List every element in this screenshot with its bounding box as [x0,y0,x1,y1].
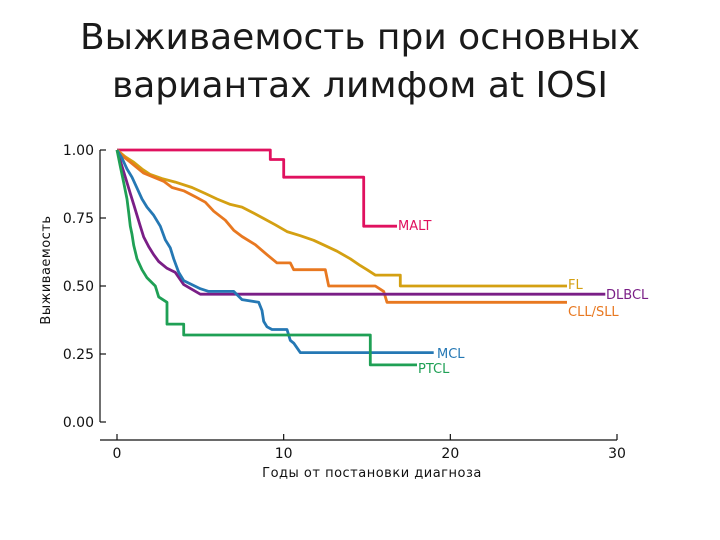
series-line-dlbcl [115,149,606,296]
series-line-ptcl [115,149,417,367]
x-tick-label: 0 [113,446,122,462]
series-label-cll-sll: CLL/SLL [568,305,619,320]
axes: 0.00 0.25 0.50 0.75 1.00 0 10 20 30 Годы от поста… [39,143,626,481]
y-axis-title: Выживаемость [39,215,54,324]
x-tick-label: 30 [608,446,626,462]
series-line-cll-sll [116,149,567,304]
series-label-malt: MALT [398,219,432,234]
series-line-malt [117,148,397,228]
series-group [115,148,606,367]
series-label-fl: FL [568,278,583,293]
chart-title-line2: вариантах лимфом at IOSI [112,65,608,106]
series-label-mcl: MCL [437,347,465,362]
x-axis-title: Годы от постановки диагноза [262,466,482,481]
y-tick-label: 0.50 [63,279,94,295]
y-tick-label: 0.25 [63,347,94,363]
y-tick-label: 0.75 [63,211,94,227]
chart-title-line1: Выживаемость при основных [79,17,641,58]
y-tick-label: 0.00 [63,415,94,431]
series-line-fl [116,148,567,288]
series-line-mcl [115,149,434,354]
y-tick-label: 1.00 [63,143,94,159]
series-label-dlbcl: DLBCL [606,288,649,303]
series-label-ptcl: PTCL [418,362,450,377]
x-tick-label: 20 [441,446,459,462]
chart-title: Выживаемость при основных вариантах лимф… [0,14,720,110]
x-tick-label: 10 [275,446,293,462]
